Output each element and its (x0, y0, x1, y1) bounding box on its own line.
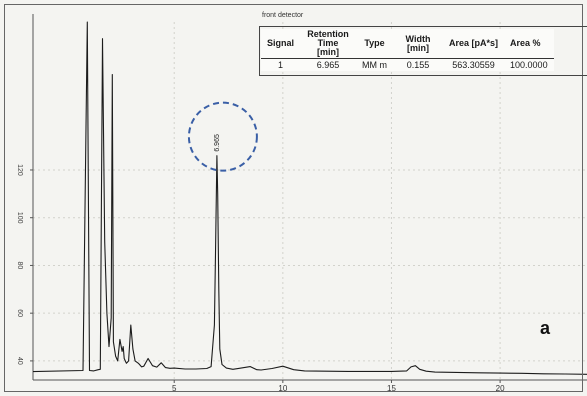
y-tick-label: 40 (16, 357, 23, 365)
x-tick-label: 5 (172, 384, 177, 393)
header-area-percent: Area % (504, 29, 554, 59)
header-type: Type (356, 29, 394, 59)
peak-retention-label: 6.965 (214, 134, 221, 152)
grid-lines (33, 22, 587, 380)
x-tick-label: 10 (278, 384, 287, 393)
cell-signal: 1 (278, 60, 284, 70)
panel-label: a (540, 318, 551, 338)
results-table-header-row: Signal Retention Time [min] Type Width [… (261, 29, 554, 59)
trace-layer (32, 21, 587, 375)
cell-type: MM m (362, 60, 388, 70)
header-signal: Signal (261, 29, 301, 59)
x-tick-label: 20 (496, 384, 505, 393)
y-tick-label: 60 (16, 309, 23, 317)
x-tick-label: 15 (387, 384, 396, 393)
y-tick-label: 80 (16, 262, 23, 270)
peak-highlight-circle (187, 101, 258, 172)
results-table: Signal Retention Time [min] Type Width [… (261, 29, 554, 71)
cell-width: 0.155 (406, 60, 430, 70)
cell-area: 563.30559 (452, 60, 495, 70)
header-retention-time: Retention Time [min] (300, 29, 357, 59)
detector-label: front detector (262, 12, 304, 19)
y-tick-label: 120 (16, 164, 23, 176)
header-area: Area [pA*s] (443, 29, 505, 59)
y-tick-label: 100 (16, 212, 23, 224)
cell-retention-time: 6.965 (316, 60, 340, 70)
table-row: 1 6.965 MM m 0.155 563.30559 100.0000 (261, 59, 554, 72)
axes: 5 10 15 20 40 60 80 100 120 (16, 14, 587, 393)
header-width: Width [min] (393, 29, 444, 59)
chromatogram-trace-0 (32, 21, 587, 375)
peak-annotation-layer: 6.965 (187, 101, 258, 172)
cell-area-percent: 100.0000 (510, 60, 548, 70)
